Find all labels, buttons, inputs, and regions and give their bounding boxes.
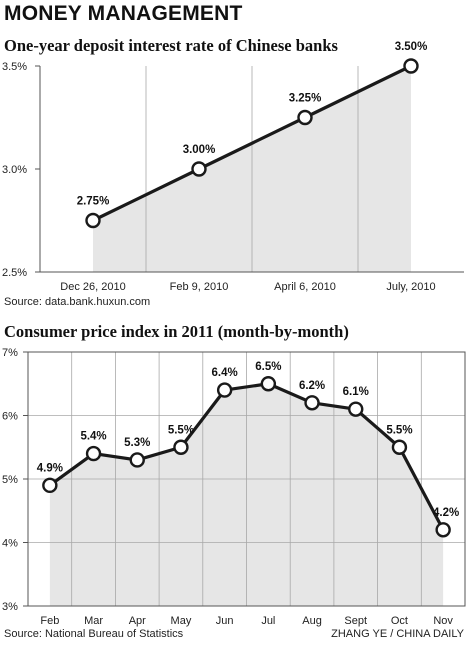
chart2-data-point [173,439,189,455]
chart2-data-label: 4.9% [37,462,63,474]
chart2-frame [27,351,466,607]
chart1-data-label: 3.00% [183,144,216,156]
chart2-xtick-label: Apr [129,615,146,627]
chart2-data-label: 6.2% [299,380,325,392]
chart1-data-point [403,58,419,74]
chart2-ytick-label: 5% [2,474,18,486]
chart1-xtick-label: Dec 26, 2010 [60,281,125,293]
chart2-ytick-label: 6% [2,411,18,423]
chart1-xtick-label: Feb 9, 2010 [170,281,229,293]
deposit-rate-chart-title: One-year deposit interest rate of Chines… [4,36,338,55]
chart1-ytick-label: 2.5% [2,267,27,279]
chart2-xtick-label: Feb [40,615,59,627]
chart1-data-point [191,161,207,177]
chart1-data-point [85,212,101,229]
chart2-data-point [391,439,408,455]
cpi-chart-title: Consumer price index in 2011 (month-by-m… [4,322,349,341]
chart2-data-label: 5.5% [168,424,194,436]
chart2-xtick-label: Oct [391,615,408,627]
chart1-xtick-label: April 6, 2010 [274,281,336,293]
chart2-xtick-label: Jul [261,615,275,627]
chart2-data-point [435,522,451,538]
chart2-xtick-label: May [171,615,192,627]
chart2-xtick-label: Mar [84,615,103,627]
chart1-series-line [92,64,412,222]
chart2-data-label: 5.5% [386,424,412,436]
chart2-xtick-label: Aug [302,615,322,627]
chart1-xtick-label: July, 2010 [386,281,435,293]
chart2-xtick-label: Sept [344,615,367,627]
chart2-data-point [216,382,233,398]
chart2-data-point [260,376,277,392]
chart2-ytick-label: 3% [2,601,18,613]
chart2-data-point [42,477,58,494]
chart2-data-label: 5.4% [80,431,106,443]
chart2-data-label: 5.3% [124,437,150,449]
credit-line: ZHANG YE / CHINA DAILY [331,628,464,640]
chart2-ytick-label: 7% [2,347,18,359]
chart1-ytick-label: 3.0% [2,164,27,176]
chart2-data-point [85,445,102,462]
chart2-series-line [48,382,445,531]
deposit-rate-source: Source: data.bank.huxun.com [4,296,151,308]
chart2-data-label: 6.5% [255,361,281,373]
chart2-data-point [348,401,364,417]
chart1-data-label: 2.75% [77,196,110,208]
chart1-ytick-label: 3.5% [2,61,27,73]
deposit-rate-chart: 2.5% 3.0% 3.5% Dec 26, 2010 Feb 9, 2010 April… [2,41,464,293]
cpi-source: Source: National Bureau of Statistics [4,628,184,640]
chart2-data-label: 6.1% [343,386,369,398]
chart2-xtick-label: Nov [433,615,453,627]
chart2-data-point [304,395,320,411]
chart2-data-label: 4.2% [433,507,459,519]
chart1-data-label: 3.50% [395,41,428,53]
chart2-ytick-label: 4% [2,538,18,550]
chart2-data-point [129,452,145,468]
chart1-data-point [297,109,313,126]
chart2-data-label: 6.4% [212,367,238,379]
chart1-data-label: 3.25% [289,93,322,105]
chart2-xtick-label: Jun [216,615,234,627]
page-title: MONEY MANAGEMENT [4,2,243,25]
